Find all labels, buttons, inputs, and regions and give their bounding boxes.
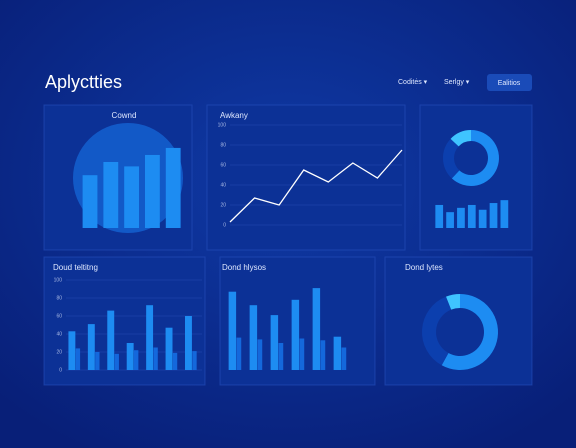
bar bbox=[95, 352, 100, 370]
donut-slice bbox=[441, 294, 498, 370]
y-tick-label: 0 bbox=[59, 367, 62, 373]
y-tick-label: 100 bbox=[218, 122, 227, 128]
bar bbox=[446, 212, 454, 228]
panel bbox=[206, 104, 406, 251]
bar bbox=[165, 327, 173, 370]
bar bbox=[68, 331, 76, 370]
bar bbox=[75, 348, 81, 370]
bar bbox=[270, 315, 279, 370]
bar bbox=[192, 351, 197, 370]
chart-title: Dond lytes bbox=[405, 263, 443, 272]
y-tick-label: 80 bbox=[56, 295, 62, 301]
bar bbox=[257, 339, 263, 370]
donut-slice bbox=[422, 296, 452, 366]
bar bbox=[249, 305, 258, 370]
donut-slice bbox=[450, 130, 472, 147]
bar bbox=[114, 353, 119, 370]
y-tick-label: 100 bbox=[54, 277, 63, 283]
y-tick-label: 80 bbox=[220, 142, 226, 148]
bar bbox=[145, 154, 160, 228]
bar bbox=[489, 203, 498, 228]
bar bbox=[341, 347, 347, 370]
bar bbox=[185, 316, 192, 370]
donut-slice bbox=[443, 138, 460, 179]
app-title: Aplyctties bbox=[45, 72, 122, 92]
bar bbox=[228, 291, 237, 370]
bar bbox=[435, 204, 444, 228]
bar bbox=[500, 200, 509, 228]
bar bbox=[165, 147, 181, 228]
bar bbox=[457, 207, 465, 228]
chart-title: Awkany bbox=[220, 111, 248, 120]
bar bbox=[333, 336, 342, 370]
line bbox=[229, 149, 403, 223]
bar bbox=[82, 175, 98, 228]
bar bbox=[320, 340, 326, 370]
bar bbox=[124, 166, 140, 228]
y-tick-label: 60 bbox=[56, 313, 62, 319]
bar bbox=[236, 337, 242, 370]
button-label[interactable]: Ealitios bbox=[498, 80, 521, 87]
bar bbox=[87, 324, 95, 370]
y-tick-label: 40 bbox=[220, 182, 226, 188]
y-tick-label: 0 bbox=[223, 222, 226, 228]
y-tick-label: 20 bbox=[220, 202, 226, 208]
bar bbox=[107, 310, 115, 370]
donut-slice bbox=[446, 294, 461, 310]
y-tick-label: 40 bbox=[56, 331, 62, 337]
chart-title: Cownd bbox=[112, 111, 137, 120]
bar bbox=[134, 350, 139, 370]
bar bbox=[312, 288, 321, 370]
bar bbox=[291, 299, 300, 370]
bar bbox=[146, 305, 154, 370]
bar bbox=[278, 343, 284, 370]
panel bbox=[43, 256, 206, 386]
y-tick-label: 60 bbox=[220, 162, 226, 168]
bar bbox=[299, 338, 305, 370]
y-tick-label: 20 bbox=[56, 349, 62, 355]
chart-title: Dond hlysos bbox=[222, 263, 266, 272]
menu-item[interactable]: Serlgy ▾ bbox=[444, 79, 470, 86]
bar bbox=[126, 343, 134, 370]
donut-slice bbox=[451, 130, 499, 186]
menu-item[interactable]: Coditės ▾ bbox=[398, 79, 428, 86]
chart-title: Doud teltitng bbox=[53, 263, 98, 272]
button[interactable] bbox=[487, 74, 532, 91]
bar bbox=[172, 352, 178, 370]
bar bbox=[478, 209, 487, 228]
bar bbox=[153, 347, 158, 370]
bar bbox=[103, 162, 119, 228]
bar bbox=[467, 204, 476, 228]
